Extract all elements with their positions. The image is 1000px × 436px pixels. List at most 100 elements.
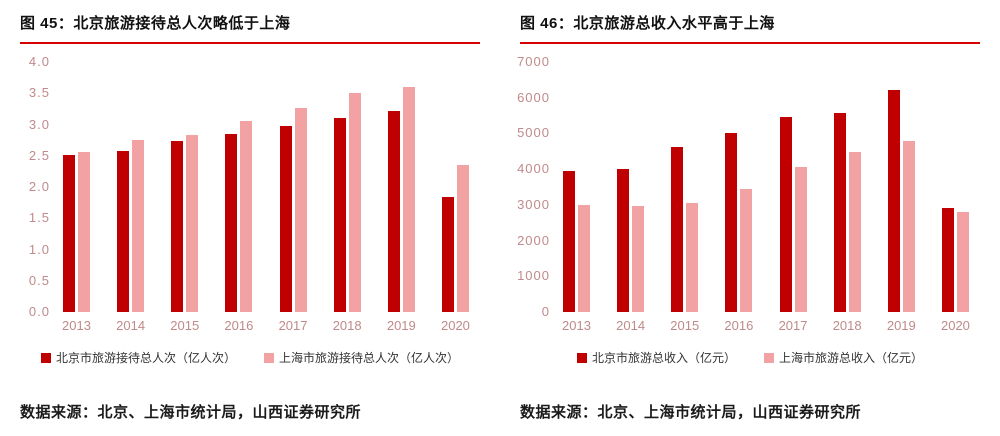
x-axis-label: 2014 (616, 318, 646, 333)
legend: 北京市旅游接待总人次（亿人次） 上海市旅游接待总人次（亿人次） (20, 349, 480, 366)
bar-shanghai (956, 211, 969, 312)
y-axis-label: 5000 (517, 125, 550, 141)
bar-shanghai (686, 203, 699, 312)
bar-group: 2015 (670, 62, 699, 333)
legend-item: 上海市旅游总收入（亿元） (764, 349, 923, 366)
bar-pair (725, 62, 753, 312)
bar-beijing (562, 170, 575, 312)
y-axis-label: 6000 (517, 89, 550, 105)
bar-chart: 4.0 3.5 3.0 2.5 2.0 1.5 1.0 0.5 0.0 2013 2014 2015… (20, 54, 480, 333)
bar-beijing (887, 89, 900, 312)
bar-shanghai (77, 152, 90, 312)
x-axis-label: 2020 (440, 318, 470, 333)
y-axis-label: 2000 (517, 232, 550, 248)
x-axis-label: 2017 (778, 318, 808, 333)
bar-pair (562, 62, 590, 312)
bar-group: 2018 (833, 62, 862, 333)
x-axis-label: 2018 (832, 318, 862, 333)
bar-shanghai (632, 205, 645, 312)
legend-swatch-shanghai (764, 352, 774, 363)
legend-item: 北京市旅游接待总人次（亿人次） (40, 349, 236, 366)
x-axis-label: 2015 (170, 318, 200, 333)
bar-group: 2017 (278, 62, 308, 333)
y-axis-label: 3000 (517, 196, 550, 212)
legend: 北京市旅游总收入（亿元） 上海市旅游总收入（亿元） (520, 349, 980, 366)
x-axis-label: 2019 (886, 318, 916, 333)
x-axis-label: 2018 (332, 318, 362, 333)
bar-beijing (62, 155, 75, 312)
legend-item: 北京市旅游总收入（亿元） (576, 349, 736, 366)
bar-shanghai (348, 93, 361, 312)
bar-group: 2020 (941, 62, 970, 333)
bar-shanghai (794, 167, 807, 312)
bar-pair (225, 62, 253, 312)
bar-shanghai (132, 139, 145, 312)
bar-shanghai (186, 135, 199, 312)
bar-beijing (671, 147, 684, 312)
plot-area: 2013 2014 2015 2016 2017 2018 2019 2020 (60, 62, 476, 333)
bar-pair (887, 62, 915, 312)
bar-beijing (225, 133, 238, 312)
bar-pair (617, 62, 645, 312)
bar-group: 2019 (887, 62, 916, 333)
bar-pair (833, 62, 861, 312)
bar-beijing (387, 110, 400, 312)
chart-title: 图 45：北京旅游接待总人次略低于上海 (20, 8, 480, 44)
bar-beijing (617, 169, 630, 312)
plot-area: 2013 2014 2015 2016 2017 2018 2019 2020 (560, 62, 976, 333)
bar-pair (387, 62, 415, 312)
x-axis-label: 2015 (670, 318, 700, 333)
figure-46-panel: 图 46：北京旅游总收入水平高于上海 7000 6000 5000 4000 3000 2… (517, 8, 980, 430)
bar-group: 2016 (724, 62, 753, 333)
bar-group: 2013 (562, 62, 591, 333)
bar-pair (941, 62, 969, 312)
bar-group: 2016 (224, 62, 253, 333)
x-axis-label: 2013 (562, 318, 591, 333)
bar-pair (279, 62, 307, 312)
y-axis-label: 0.5 (28, 272, 50, 288)
legend-swatch-beijing (40, 352, 51, 363)
bar-group: 2014 (616, 62, 645, 333)
bar-beijing (279, 126, 292, 312)
bar-shanghai (240, 121, 253, 312)
bar-pair (171, 62, 199, 312)
bar-pair (62, 62, 90, 312)
bar-pair (671, 62, 699, 312)
y-axis-label: 3.0 (28, 116, 50, 132)
y-axis-label: 1.0 (28, 241, 50, 257)
bar-group: 2018 (333, 62, 362, 333)
bar-shanghai (740, 188, 753, 312)
legend-swatch-shanghai (264, 352, 274, 363)
bar-shanghai (294, 107, 307, 312)
bar-shanghai (577, 204, 590, 312)
y-axis-label: 7000 (517, 54, 550, 69)
x-axis-label: 2013 (62, 318, 91, 333)
bar-pair (779, 62, 807, 312)
bar-chart: 7000 6000 5000 4000 3000 2000 1000 0 2013 2014 20… (517, 54, 980, 333)
bar-beijing (941, 207, 954, 312)
legend-label: 北京市旅游总收入（亿元） (591, 351, 736, 365)
bar-group: 2020 (441, 62, 470, 333)
bar-pair (441, 62, 469, 312)
bar-shanghai (456, 164, 469, 312)
y-axis-label: 2.5 (28, 147, 50, 163)
y-axis-label: 1000 (517, 268, 550, 284)
y-axis-label: 0.0 (28, 304, 50, 319)
x-axis-label: 2020 (940, 318, 970, 333)
bar-pair (117, 62, 145, 312)
legend-item: 上海市旅游接待总人次（亿人次） (264, 349, 459, 366)
bar-beijing (171, 141, 184, 312)
y-axis-label: 1.5 (28, 210, 50, 226)
bar-group: 2015 (170, 62, 199, 333)
bar-beijing (441, 197, 454, 312)
legend-label: 北京市旅游接待总人次（亿人次） (55, 351, 236, 365)
source-note: 数据来源：北京、上海市统计局，山西证券研究所 (20, 404, 362, 421)
bar-group: 2017 (778, 62, 808, 333)
chart-title: 图 46：北京旅游总收入水平高于上海 (520, 8, 980, 44)
x-axis-label: 2017 (278, 318, 308, 333)
bar-beijing (333, 118, 346, 312)
x-axis-label: 2014 (116, 318, 146, 333)
source-note: 数据来源：北京、上海市统计局，山西证券研究所 (520, 404, 862, 421)
bar-group: 2019 (387, 62, 416, 333)
x-axis-label: 2016 (724, 318, 754, 333)
